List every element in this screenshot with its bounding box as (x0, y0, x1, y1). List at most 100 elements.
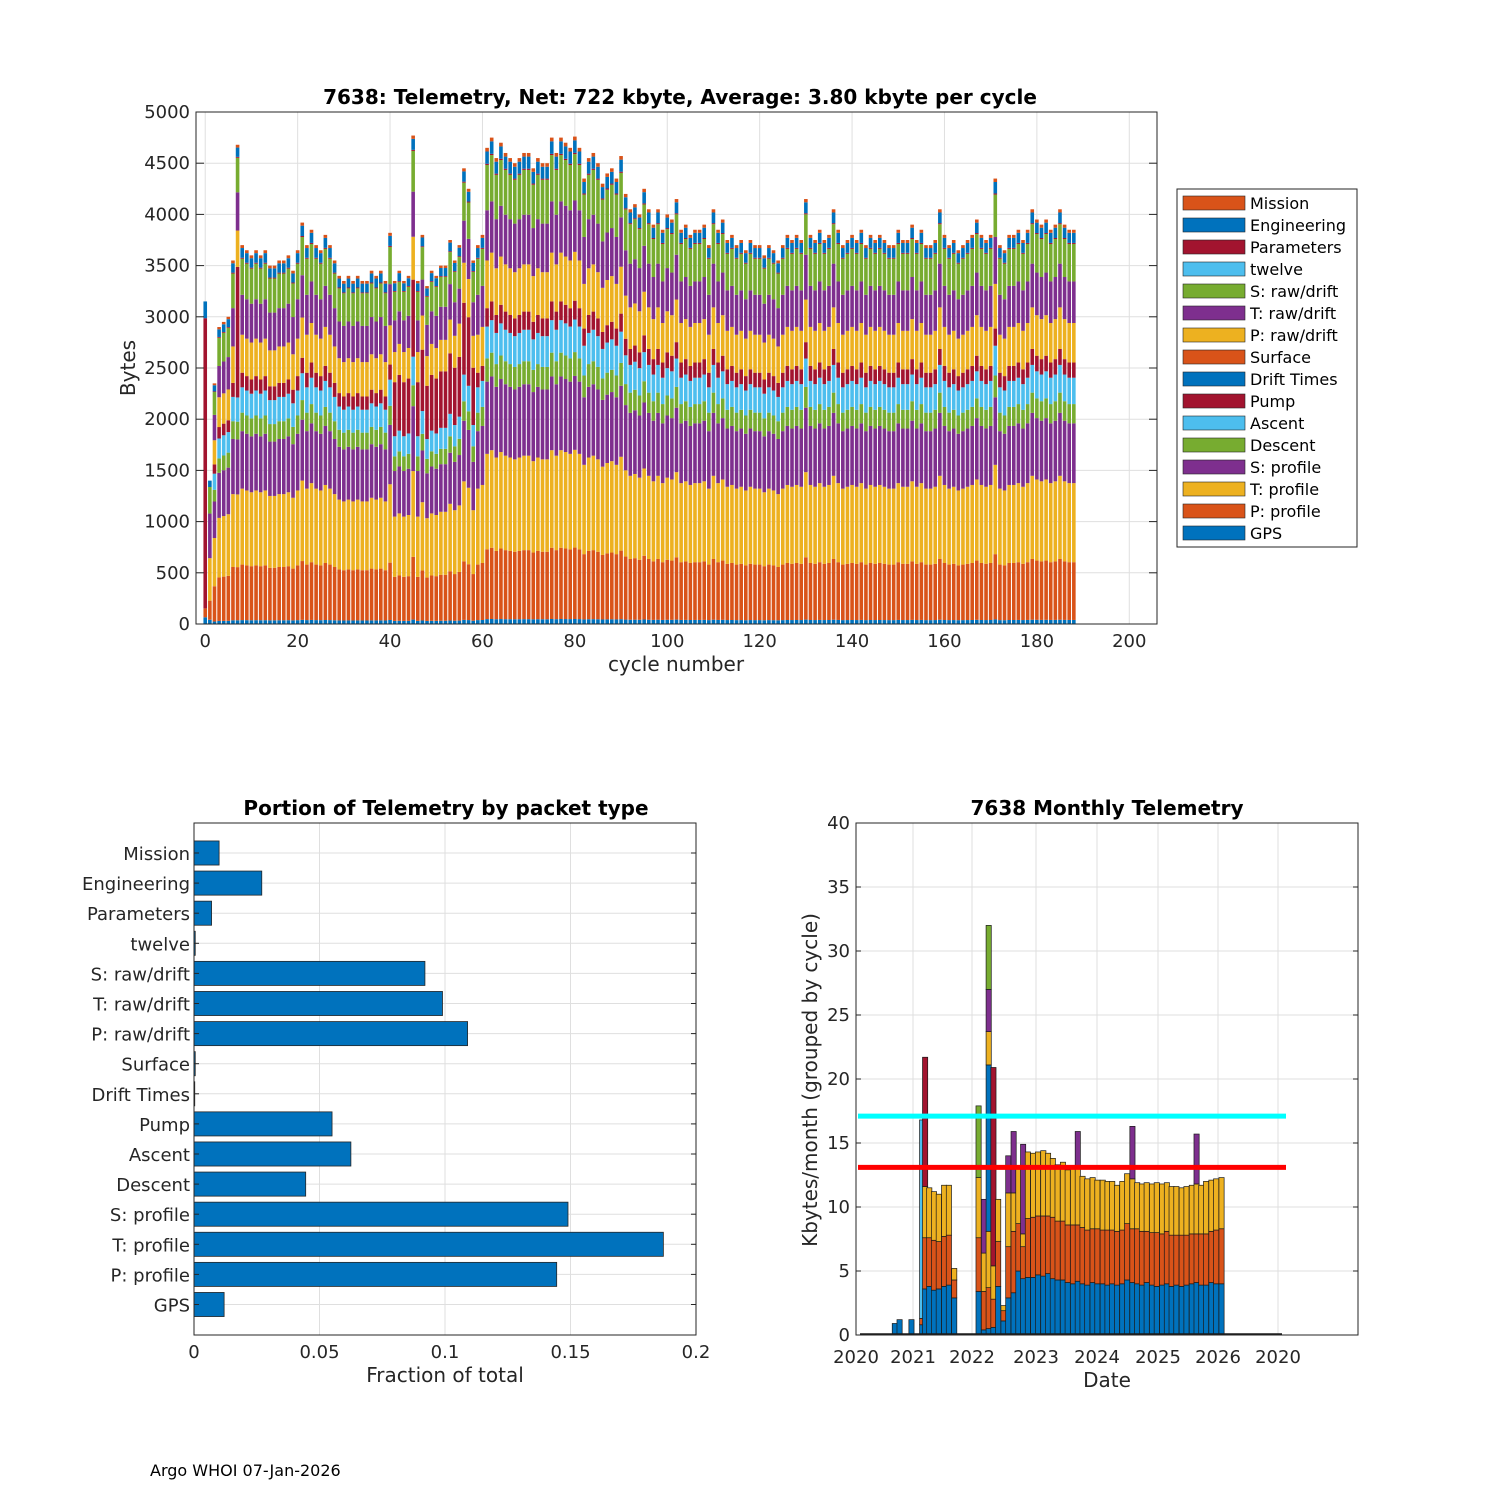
monthly-bar-15 (995, 1198, 1002, 1336)
cycle-bar-21 (300, 222, 305, 624)
bar-segment (402, 620, 406, 624)
bar-segment (1002, 262, 1007, 264)
bar-segment (646, 619, 651, 624)
bar-segment (979, 365, 984, 381)
bar-segment (462, 420, 466, 482)
bar-segment (808, 237, 813, 248)
bar-segment (887, 431, 891, 489)
bar-segment (286, 620, 291, 624)
bar-segment (508, 386, 512, 458)
bar-segment (841, 257, 845, 259)
bar-segment (212, 383, 217, 386)
bar-segment (1048, 243, 1053, 282)
cycle-bar-15 (272, 265, 277, 624)
bar-segment (614, 328, 619, 346)
bar-segment (707, 412, 711, 432)
bar-segment (369, 444, 374, 498)
bar-segment (300, 480, 305, 562)
bar-segment (646, 263, 651, 308)
bar-segment (425, 286, 429, 289)
bar-segment (841, 387, 845, 413)
bar-segment (369, 270, 374, 274)
bar-segment (891, 620, 896, 624)
bar-segment (582, 554, 586, 620)
bar-segment (1011, 380, 1016, 407)
bar-segment (240, 257, 244, 259)
bar-segment (577, 619, 582, 624)
bar-segment (651, 401, 656, 421)
bar-segment (600, 466, 605, 555)
bar-segment (817, 243, 822, 282)
bar-segment (979, 237, 984, 248)
bar-segment (221, 423, 226, 436)
bar-segment (864, 564, 868, 621)
bar-segment (836, 619, 840, 624)
bar-segment (642, 619, 646, 624)
bar-segment (633, 345, 637, 362)
bar-segment (679, 483, 683, 563)
bar-segment (573, 140, 577, 153)
bar-segment (226, 575, 231, 621)
cycle-bar-52 (443, 265, 448, 624)
bar-segment (882, 384, 887, 410)
bar-segment (374, 288, 378, 322)
bar-segment (674, 407, 679, 473)
bar-segment (208, 600, 212, 620)
bar-segment (295, 376, 300, 391)
bar-segment (512, 163, 517, 167)
bar-segment (660, 619, 665, 624)
bar-segment (831, 263, 836, 308)
bar-segment (771, 263, 776, 300)
bar-segment (670, 234, 674, 273)
bar-segment (919, 323, 924, 363)
bar-segment (942, 248, 947, 286)
bar-segment (448, 284, 452, 320)
bar-segment (379, 317, 383, 355)
bar-segment (360, 432, 365, 450)
bar-segment (988, 326, 993, 366)
bar-segment (480, 326, 485, 366)
bar-segment (471, 461, 476, 511)
bar-segment (411, 150, 415, 192)
bar-segment (254, 620, 258, 624)
bar-segment (452, 446, 457, 462)
bar-segment (614, 178, 619, 182)
bar-segment (323, 326, 328, 366)
cycle-bar-181 (1039, 224, 1044, 624)
bar-segment (573, 449, 577, 548)
bar-segment (933, 384, 938, 410)
bar-segment (263, 338, 268, 377)
bar-segment (965, 290, 970, 331)
bar-segment (452, 271, 457, 272)
bar-segment (757, 294, 762, 335)
bar-segment (494, 364, 499, 387)
bar-segment (924, 488, 928, 565)
bar-segment (896, 232, 901, 243)
bar-segment (1035, 479, 1039, 561)
bar-segment (744, 620, 748, 624)
bar-segment (586, 386, 591, 458)
bar-segment (882, 242, 887, 253)
bar-segment (850, 620, 854, 624)
bar-segment (683, 319, 688, 360)
bar-segment (277, 620, 281, 624)
bar-segment (466, 564, 471, 621)
bar-segment (841, 564, 845, 621)
bar-segment (905, 486, 910, 564)
bar-segment (891, 431, 896, 489)
bar-segment (873, 384, 877, 410)
cycle-bar-142 (859, 229, 864, 624)
bar-segment (240, 245, 244, 249)
bar-segment (586, 158, 591, 162)
bar-segment (503, 550, 508, 620)
bar-segment (309, 232, 314, 243)
bar-segment (1084, 1284, 1091, 1336)
bar-segment (360, 325, 365, 363)
bar-segment (864, 488, 868, 565)
bar-segment (337, 406, 342, 430)
bar-segment (245, 299, 249, 339)
bar-segment (670, 619, 674, 624)
bar-segment (231, 263, 235, 273)
bar-segment (235, 397, 240, 422)
bar-segment (905, 290, 910, 331)
